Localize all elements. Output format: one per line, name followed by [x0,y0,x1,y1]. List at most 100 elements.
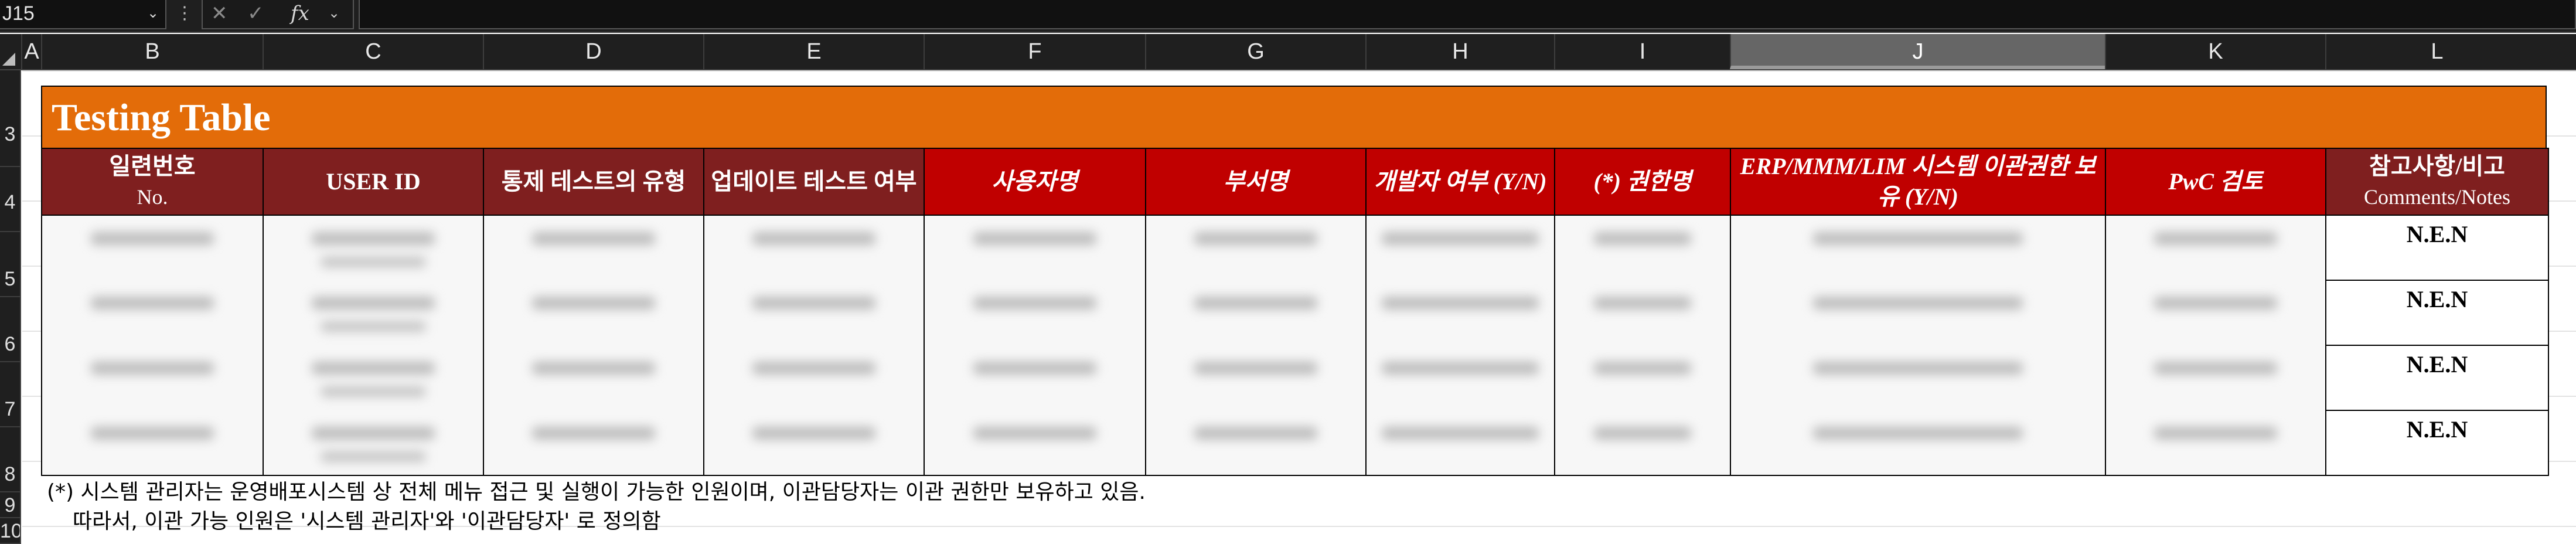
column-header-d[interactable]: D [483,34,703,69]
header-developer-label: 개발자 여부 (Y/N) [1374,168,1547,195]
notes-cell[interactable]: N.E.N [2325,410,2549,476]
formula-input[interactable] [359,0,2576,29]
header-user-name[interactable]: 사용자명 [924,148,1146,216]
redacted-cell[interactable] [703,280,925,345]
row-header-8[interactable]: 8 [0,427,20,492]
row-header-6[interactable]: 6 [0,297,20,362]
redacted-cell[interactable] [1145,215,1367,280]
column-header-e[interactable]: E [703,34,924,69]
redacted-cell[interactable] [483,280,704,345]
header-transfer-permission-label: ERP/MMM/LIM 시스템 이관권한 보유 (Y/N) [1740,153,2096,210]
redacted-cell[interactable] [1145,280,1367,345]
header-user-id-label: USER ID [326,168,421,195]
redacted-cell[interactable] [2105,410,2326,476]
column-header-k[interactable]: K [2105,34,2325,69]
column-header-f[interactable]: F [924,34,1145,69]
column-header-c[interactable]: C [263,34,483,69]
redacted-cell[interactable] [1730,280,2106,345]
redacted-cell[interactable] [263,215,484,280]
formula-bar: J15 ⌄ ⋮ ✕ ✓ fx ⌄ [0,0,2576,33]
column-header-h[interactable]: H [1365,34,1554,69]
select-all-corner[interactable] [0,34,21,69]
notes-cell[interactable]: N.E.N [2325,280,2549,346]
redacted-cell[interactable] [703,345,925,410]
redacted-cell[interactable] [1145,410,1367,476]
column-header-l[interactable]: L [2325,34,2548,69]
header-user-id[interactable]: USER ID [263,148,484,216]
notes-cell[interactable]: N.E.N [2325,215,2549,281]
row-header-bar: 3 4 5 6 7 8 9 10 [0,70,21,544]
redacted-cell[interactable] [41,345,264,410]
redacted-cell[interactable] [1365,215,1555,280]
redacted-cell[interactable] [1554,280,1731,345]
redacted-cell[interactable] [483,345,704,410]
insert-function-icon[interactable]: fx [291,2,309,25]
redacted-cell[interactable] [41,215,264,280]
redacted-cell[interactable] [924,410,1146,476]
more-options-icon[interactable]: ⋮ [176,4,193,23]
row-header-10[interactable]: 10 [0,518,20,544]
footnote-line-1: (*) 시스템 관리자는 운영배포시스템 상 전체 메뉴 접근 및 실행이 가능… [47,480,1146,504]
header-no-label: 일련번호 [109,153,196,179]
column-header-i[interactable]: I [1554,34,1730,69]
notes-cell[interactable]: N.E.N [2325,345,2549,411]
cancel-icon[interactable]: ✕ [211,2,228,25]
header-no[interactable]: 일련번호 No. [41,148,264,216]
redacted-cell[interactable] [2105,280,2326,345]
chevron-down-icon[interactable]: ⌄ [146,5,159,21]
redacted-cell[interactable] [483,215,704,280]
column-header-j[interactable]: J [1730,34,2105,69]
row-header-4[interactable]: 4 [0,167,20,232]
fx-chevron-down-icon[interactable]: ⌄ [328,5,340,21]
redacted-cell[interactable] [1365,410,1555,476]
redacted-cell[interactable] [1554,345,1731,410]
header-permission-name-label: (*) 권한명 [1593,168,1692,195]
header-control-test-type[interactable]: 통제 테스트의 유형 [483,148,704,216]
header-permission-name[interactable]: (*) 권한명 [1554,148,1731,216]
redacted-cell[interactable] [41,280,264,345]
column-header-b[interactable]: B [41,34,263,69]
column-header-bar: A B C D E F G H I J K L [0,34,2576,70]
enter-icon[interactable]: ✓ [247,2,264,25]
header-notes[interactable]: 참고사항/비고 Comments/Notes [2325,148,2549,216]
row-header-7[interactable]: 7 [0,362,20,427]
header-user-name-label: 사용자명 [991,168,1078,195]
redacted-cell[interactable] [483,410,704,476]
redacted-cell[interactable] [263,410,484,476]
redacted-cell[interactable] [924,345,1146,410]
redacted-cell[interactable] [1145,345,1367,410]
header-transfer-permission[interactable]: ERP/MMM/LIM 시스템 이관권한 보유 (Y/N) [1730,148,2106,216]
header-notes-label: 참고사항/비고 [2369,153,2505,179]
redacted-cell[interactable] [924,215,1146,280]
header-row: 일련번호 No. USER ID 통제 테스트의 유형 업데이트 테스트 여부 … [41,148,2549,216]
redacted-cell[interactable] [924,280,1146,345]
testing-table: 일련번호 No. USER ID 통제 테스트의 유형 업데이트 테스트 여부 … [41,148,2549,476]
redacted-cell[interactable] [1730,410,2106,476]
column-header-g[interactable]: G [1145,34,1365,69]
redacted-cell[interactable] [1365,345,1555,410]
redacted-cell[interactable] [703,410,925,476]
row-header-5[interactable]: 5 [0,232,20,297]
header-control-test-type-label: 통제 테스트의 유형 [501,168,686,195]
redacted-cell[interactable] [263,280,484,345]
column-header-a[interactable]: A [21,34,41,69]
redacted-cell[interactable] [2105,215,2326,280]
redacted-cell[interactable] [263,345,484,410]
redacted-cell[interactable] [1365,280,1555,345]
redacted-cell[interactable] [1730,215,2106,280]
redacted-cell[interactable] [703,215,925,280]
redacted-cell[interactable] [2105,345,2326,410]
name-box[interactable]: J15 ⌄ [0,0,166,29]
header-department[interactable]: 부서명 [1145,148,1367,216]
redacted-cell[interactable] [1730,345,2106,410]
header-pwc-review[interactable]: PwC 검토 [2105,148,2326,216]
redacted-cell[interactable] [41,410,264,476]
formula-controls: ✕ ✓ fx ⌄ [202,0,354,29]
header-update-test[interactable]: 업데이트 테스트 여부 [703,148,925,216]
table-row: N.E.N [41,215,2549,281]
redacted-cell[interactable] [1554,410,1731,476]
row-header-9[interactable]: 9 [0,492,20,518]
row-header-3[interactable]: 3 [0,102,20,167]
redacted-cell[interactable] [1554,215,1731,280]
header-developer[interactable]: 개발자 여부 (Y/N) [1365,148,1555,216]
